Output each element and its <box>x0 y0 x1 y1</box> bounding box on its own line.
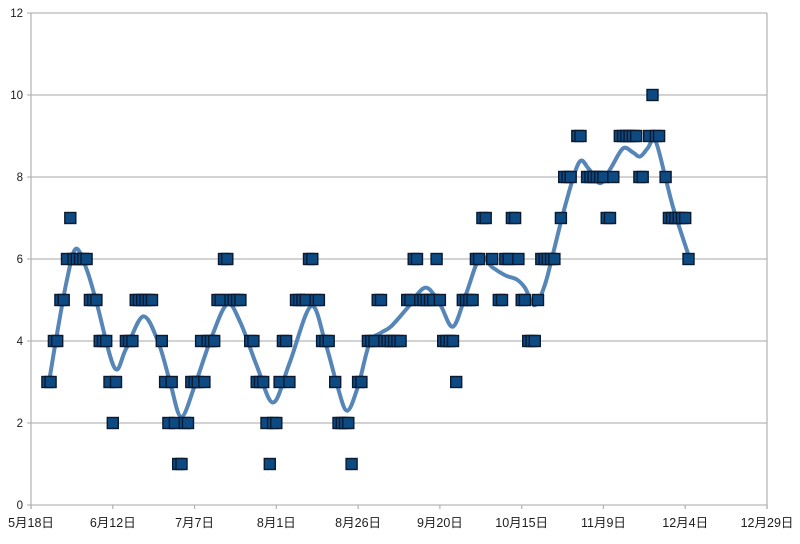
x-axis-label: 8月1日 <box>257 516 296 530</box>
data-point <box>109 375 123 389</box>
data-point <box>466 293 479 307</box>
data-point <box>207 334 221 348</box>
y-axis-label: 10 <box>10 90 23 102</box>
data-point <box>263 457 276 471</box>
data-point <box>636 170 649 184</box>
data-point <box>518 293 532 307</box>
data-point <box>682 252 695 266</box>
data-point <box>486 252 499 266</box>
data-point <box>270 416 283 430</box>
data-point <box>155 334 169 348</box>
data-point <box>652 129 666 143</box>
data-point <box>90 293 103 307</box>
data-point <box>430 252 443 266</box>
data-point <box>80 252 93 266</box>
data-point <box>145 293 159 307</box>
data-point <box>394 334 407 348</box>
data-point <box>433 293 447 307</box>
x-axis-label: 10月15日 <box>495 516 548 530</box>
data-point <box>106 416 120 430</box>
data-point <box>446 334 460 348</box>
y-axis-label: 0 <box>17 500 23 512</box>
y-axis-label: 4 <box>17 336 24 348</box>
data-point <box>234 293 247 307</box>
data-point <box>221 252 234 266</box>
x-axis-label: 12月4日 <box>662 516 708 530</box>
data-point <box>630 129 643 143</box>
x-axis-label: 12月29日 <box>741 516 794 530</box>
data-point <box>410 252 424 266</box>
data-point <box>165 375 178 389</box>
data-point <box>548 252 561 266</box>
y-axis-label: 2 <box>17 418 23 430</box>
data-point <box>99 334 113 348</box>
data-point <box>512 252 525 266</box>
data-point <box>554 211 568 225</box>
data-point <box>574 129 587 143</box>
data-point <box>181 416 195 430</box>
data-point <box>247 334 260 348</box>
x-axis-label: 9月20日 <box>417 516 463 530</box>
data-point <box>374 293 388 307</box>
y-axis-label: 12 <box>10 8 23 20</box>
y-axis-label: 6 <box>17 254 23 266</box>
data-point <box>64 211 77 225</box>
data-point <box>607 170 620 184</box>
data-point <box>479 211 492 225</box>
data-point <box>283 375 296 389</box>
data-point <box>528 334 541 348</box>
data-point <box>345 457 358 471</box>
data-point <box>329 375 342 389</box>
data-point <box>312 293 326 307</box>
data-point <box>51 334 64 348</box>
data-point <box>450 375 463 389</box>
data-point <box>495 293 509 307</box>
data-point <box>646 88 659 102</box>
data-point <box>279 334 293 348</box>
y-axis-label: 8 <box>17 172 23 184</box>
x-axis-label: 6月12日 <box>90 516 136 530</box>
data-point <box>508 211 522 225</box>
data-point <box>342 416 355 430</box>
data-point <box>679 211 692 225</box>
data-point <box>257 375 270 389</box>
data-point <box>44 375 57 389</box>
data-point <box>198 375 211 389</box>
data-point <box>322 334 335 348</box>
data-point <box>355 375 368 389</box>
x-axis-label: 11月9日 <box>581 516 626 530</box>
data-point <box>175 457 188 471</box>
x-axis-label: 8月26日 <box>335 516 381 530</box>
data-point <box>659 170 672 184</box>
data-point <box>306 252 319 266</box>
data-point <box>126 334 139 348</box>
data-point <box>472 252 486 266</box>
data-point <box>603 211 617 225</box>
data-point <box>564 170 577 184</box>
data-point <box>57 293 70 307</box>
data-point <box>531 293 545 307</box>
x-axis-label: 5月18日 <box>8 516 54 530</box>
x-axis-label: 7月7日 <box>175 516 214 530</box>
